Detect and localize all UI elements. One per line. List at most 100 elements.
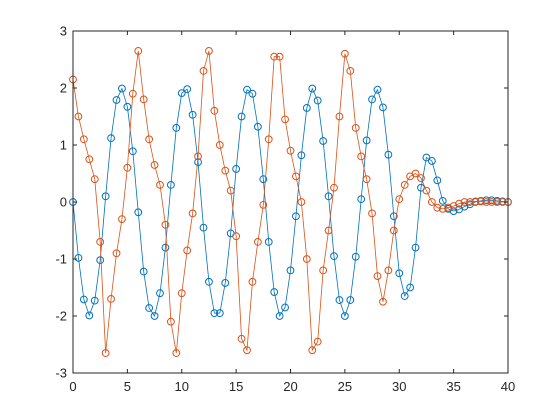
series-1-point (487, 198, 496, 206)
series-1-point (226, 186, 235, 195)
series-0-point (253, 122, 262, 131)
series-1-point (74, 112, 83, 121)
series-0-point (221, 279, 230, 287)
series-1-point (194, 152, 202, 161)
series-1-point (335, 112, 344, 121)
series-1-point (166, 317, 175, 326)
series-1-point (384, 266, 393, 275)
series-0-point (351, 252, 360, 261)
series-1-point (319, 266, 328, 275)
series-0-point (373, 85, 382, 94)
series-1-point (493, 198, 502, 206)
series-1-point (172, 349, 181, 357)
series-0-point (340, 312, 349, 320)
series-1-point (411, 169, 420, 178)
series-0-point (449, 207, 458, 216)
series-0-point (74, 253, 83, 262)
series-0-point (379, 103, 387, 112)
series-1-point (134, 47, 143, 55)
series-0-point (101, 192, 110, 201)
series-1-point (308, 346, 317, 355)
series-0-point (150, 312, 159, 320)
series-0-point (411, 243, 420, 252)
y-tick-label: 0 (60, 195, 67, 210)
series-1-point (85, 155, 94, 164)
series-0-point (270, 288, 279, 296)
series-0-point (438, 196, 447, 205)
series-1-point (389, 226, 398, 235)
series-0-point (237, 112, 246, 121)
series-0-point (313, 96, 322, 105)
series-1-point (400, 181, 409, 189)
series-1-point (444, 203, 453, 212)
series-0-line (72, 87, 509, 318)
series-1-point (177, 289, 186, 298)
series-0-point (123, 102, 132, 111)
y-tick-label: -2 (55, 309, 67, 324)
series-0-point (199, 223, 208, 232)
series-0-point (346, 296, 355, 304)
series-0-point (308, 84, 317, 93)
y-tick-label: 2 (60, 81, 67, 96)
series-0-point (128, 147, 137, 156)
series-0-point (166, 181, 175, 189)
series-1-point (156, 181, 164, 189)
series-1-point (357, 152, 366, 161)
series-1-point (161, 220, 170, 229)
x-tick-label: 35 (446, 379, 460, 394)
series-1-point (346, 67, 355, 75)
series-1-point (379, 297, 387, 306)
x-tick-label: 10 (175, 379, 189, 394)
series-1-point (466, 198, 474, 206)
series-0-point (205, 277, 213, 286)
series-1-point (281, 115, 289, 124)
x-tick-label: 40 (501, 379, 515, 394)
series-1-point (455, 199, 463, 208)
series-0-point (139, 267, 148, 276)
series-1-point (395, 195, 404, 204)
series-1-point (270, 52, 279, 61)
series-0-point (264, 238, 273, 246)
series-0-point (259, 175, 268, 184)
series-1-point (438, 204, 447, 213)
series-0-point (433, 176, 442, 185)
series-0-point (210, 309, 219, 318)
series-0-point (79, 295, 88, 304)
series-0-point (302, 104, 311, 112)
series-1-point (417, 174, 425, 182)
series-0-point (96, 256, 105, 265)
series-1-point (297, 198, 306, 206)
series-0-point (406, 283, 415, 292)
series-0-point (232, 165, 241, 173)
series-1-point (362, 175, 371, 184)
y-tick-label: 3 (60, 24, 67, 39)
series-1-point (275, 52, 284, 61)
series-1-point (221, 166, 230, 175)
series-0-point (335, 296, 344, 304)
series-0-point (422, 153, 431, 162)
series-1-point (264, 135, 273, 144)
series-0-point (324, 192, 333, 201)
series-1-point (232, 232, 241, 241)
series-1-point (243, 346, 251, 355)
y-tick-label: -3 (55, 366, 67, 381)
series-0-point (156, 289, 164, 298)
series-0-point (188, 110, 197, 119)
series-0-point (112, 96, 121, 104)
series-1-point (449, 202, 458, 210)
x-tick-label: 30 (392, 379, 406, 394)
series-0-point (118, 84, 126, 93)
series-1-point (476, 197, 485, 206)
series-0-point (384, 150, 393, 159)
x-tick-label: 0 (69, 379, 76, 394)
series-1-point (210, 106, 219, 115)
y-tick-label: 1 (60, 138, 67, 153)
series-0-point (183, 85, 192, 94)
series-1-point (324, 226, 333, 235)
series-0-point (134, 208, 143, 217)
series-1-point (90, 175, 99, 184)
plot-area (73, 31, 508, 373)
series-1-point (427, 198, 436, 206)
series-0-point (243, 85, 251, 94)
